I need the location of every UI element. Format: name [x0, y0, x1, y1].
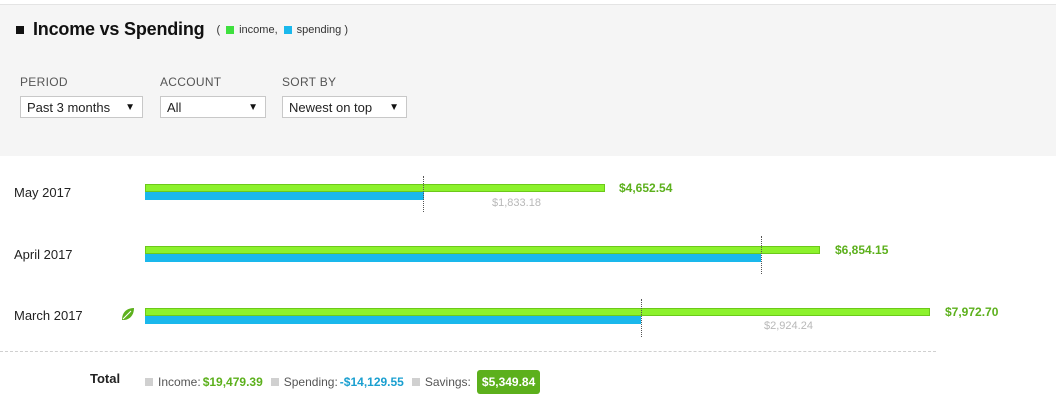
- square-icon: [411, 378, 420, 386]
- total-label: Total: [90, 371, 121, 386]
- row-label-march-2017: March 2017: [14, 308, 83, 323]
- total-savings-label: Savings:: [424, 375, 471, 389]
- spending-marker-march-2017: [641, 299, 642, 337]
- total-spending-value: -$14,129.55: [339, 375, 404, 389]
- total-spending-label: Spending:: [283, 375, 338, 389]
- income-bar-march-2017[interactable]: [145, 308, 930, 316]
- account-filter: ACCOUNT All ▼: [160, 75, 266, 118]
- period-label: PERIOD: [20, 75, 68, 89]
- period-filter: PERIOD Past 3 months ▼: [20, 75, 143, 118]
- sort-value: Newest on top: [289, 99, 373, 115]
- spending-bar-april-2017[interactable]: [145, 254, 761, 262]
- square-icon: [145, 378, 153, 386]
- filter-panel: Income vs Spending ( income, spending ) …: [0, 4, 1056, 156]
- square-icon: [270, 378, 279, 386]
- row-label-may-2017: May 2017: [14, 185, 72, 200]
- income-bar-may-2017[interactable]: [145, 184, 605, 192]
- chevron-down-icon: ▼: [389, 102, 399, 113]
- income-amount-april-2017: $6,854.15: [835, 243, 889, 257]
- account-select[interactable]: All ▼: [160, 96, 266, 118]
- income-swatch-icon: [226, 25, 235, 34]
- sort-filter: SORT BY Newest on top ▼: [282, 75, 407, 118]
- total-savings: Savings: $5,349.84: [411, 370, 541, 394]
- row-label-april-2017: April 2017: [14, 247, 73, 262]
- spending-swatch-icon: [283, 25, 292, 34]
- spending-marker-may-2017: [423, 176, 424, 212]
- page-title: Income vs Spending: [33, 19, 205, 39]
- sort-label: SORT BY: [282, 75, 337, 89]
- account-label: ACCOUNT: [160, 75, 222, 89]
- spending-bar-may-2017[interactable]: [145, 192, 424, 200]
- spending-marker-april-2017: [761, 236, 762, 274]
- sort-select[interactable]: Newest on top ▼: [282, 96, 407, 118]
- spending-amount-march-2017: $2,924.24: [764, 320, 813, 332]
- chart-legend: ( income, spending ): [216, 24, 348, 36]
- chevron-down-icon: ▼: [125, 102, 135, 113]
- total-income-value: $19,479.39: [202, 375, 263, 389]
- legend-income-label: income,: [239, 23, 278, 36]
- title-marker: [16, 25, 24, 34]
- leaf-icon: [122, 308, 134, 320]
- income-amount-march-2017: $7,972.70: [945, 305, 999, 319]
- header: Income vs Spending ( income, spending ): [16, 19, 348, 40]
- spending-amount-may-2017: $1,833.18: [492, 197, 541, 209]
- total-income: Income: $19,479.39: [145, 375, 263, 389]
- income-bar-april-2017[interactable]: [145, 246, 820, 254]
- legend-spending-label: spending ): [296, 23, 349, 36]
- totals-summary: Income: $19,479.39 Spending: -$14,129.55…: [145, 368, 548, 396]
- period-value: Past 3 months: [27, 99, 111, 115]
- divider: [0, 351, 936, 352]
- income-amount-may-2017: $4,652.54: [619, 181, 673, 195]
- period-select[interactable]: Past 3 months ▼: [20, 96, 143, 118]
- account-value: All: [167, 99, 182, 115]
- spending-bar-march-2017[interactable]: [145, 316, 641, 324]
- chevron-down-icon: ▼: [248, 102, 258, 113]
- legend-open-paren: (: [216, 23, 221, 36]
- total-income-label: Income:: [158, 375, 201, 389]
- total-spending: Spending: -$14,129.55: [270, 375, 404, 389]
- savings-badge: $5,349.84: [476, 370, 541, 394]
